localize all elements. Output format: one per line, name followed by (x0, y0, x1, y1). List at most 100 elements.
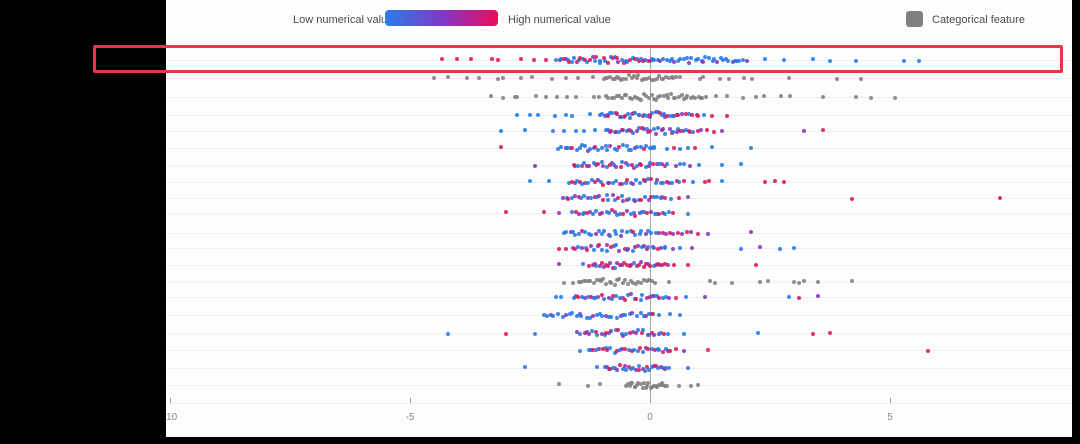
data-point (642, 381, 647, 386)
data-point (609, 328, 614, 333)
data-point (601, 198, 606, 203)
data-point (868, 95, 873, 100)
data-point (673, 75, 678, 80)
data-point (649, 92, 654, 97)
data-point (535, 112, 540, 117)
data-point (601, 183, 606, 187)
data-point (632, 211, 637, 216)
data-point (892, 95, 897, 100)
data-point (792, 246, 796, 251)
data-point (649, 347, 654, 352)
data-point (641, 277, 646, 282)
data-point (727, 76, 732, 81)
data-point (619, 96, 624, 101)
data-point (652, 332, 657, 337)
data-point (580, 261, 585, 266)
data-point (617, 363, 622, 368)
data-point (639, 162, 644, 167)
row-gridline (166, 385, 1073, 386)
data-point (629, 311, 634, 315)
data-point (592, 58, 597, 63)
data-point (676, 179, 681, 184)
data-point (570, 180, 575, 185)
categorical-swatch-icon (906, 11, 923, 27)
data-point (614, 278, 619, 283)
data-point (571, 280, 576, 285)
data-point (595, 277, 600, 282)
data-point (695, 129, 700, 134)
data-point (651, 57, 656, 62)
data-point (586, 164, 591, 169)
data-point (623, 346, 628, 351)
data-point (637, 180, 642, 185)
data-point (661, 365, 666, 370)
data-point (636, 381, 641, 386)
data-point (620, 159, 625, 164)
data-point (705, 127, 710, 132)
data-point (582, 331, 587, 336)
data-point (620, 296, 625, 301)
data-point (647, 295, 652, 300)
data-point (589, 295, 594, 300)
data-point (674, 346, 679, 351)
data-point (601, 347, 606, 352)
data-point (568, 229, 573, 234)
data-point (671, 231, 676, 236)
data-point (606, 60, 611, 65)
data-point (627, 330, 632, 335)
data-point (583, 180, 588, 185)
data-point (684, 294, 688, 299)
data-point (559, 145, 564, 150)
data-point (583, 296, 588, 300)
data-point (634, 330, 639, 335)
data-point (638, 97, 643, 102)
data-point (703, 94, 708, 99)
data-point (621, 76, 626, 81)
data-point (619, 234, 623, 239)
data-point (531, 58, 536, 63)
data-point (574, 95, 579, 99)
data-point (623, 363, 628, 368)
data-point (638, 229, 643, 234)
data-point (622, 247, 627, 252)
data-point (592, 195, 597, 200)
data-point (607, 74, 612, 79)
data-point (577, 145, 582, 150)
data-point (677, 146, 682, 151)
data-point (677, 245, 682, 250)
data-point (577, 180, 582, 185)
data-point (555, 311, 560, 316)
data-point (552, 114, 557, 119)
data-point (647, 75, 652, 80)
data-point (678, 75, 683, 79)
data-point (637, 211, 642, 215)
data-point (636, 58, 641, 63)
data-point (585, 59, 590, 64)
data-point (582, 161, 587, 166)
data-point (705, 347, 710, 352)
data-point (646, 177, 651, 182)
data-point (594, 312, 599, 317)
data-point (500, 95, 505, 100)
data-point (748, 229, 753, 234)
data-point (682, 161, 687, 166)
data-point (580, 164, 585, 169)
data-point (571, 295, 576, 300)
data-point (611, 293, 616, 298)
data-point (604, 209, 609, 214)
data-point (663, 347, 668, 352)
data-point (566, 197, 571, 202)
data-point (849, 278, 854, 283)
data-point (765, 278, 770, 283)
data-point (663, 245, 668, 250)
data-point (686, 211, 691, 216)
data-point (569, 196, 574, 201)
data-point (499, 129, 504, 134)
data-point (599, 331, 604, 336)
data-point (644, 262, 649, 267)
data-point (608, 261, 613, 266)
data-point (603, 143, 608, 148)
data-point (612, 146, 617, 151)
data-point (703, 55, 708, 60)
data-point (642, 91, 647, 96)
